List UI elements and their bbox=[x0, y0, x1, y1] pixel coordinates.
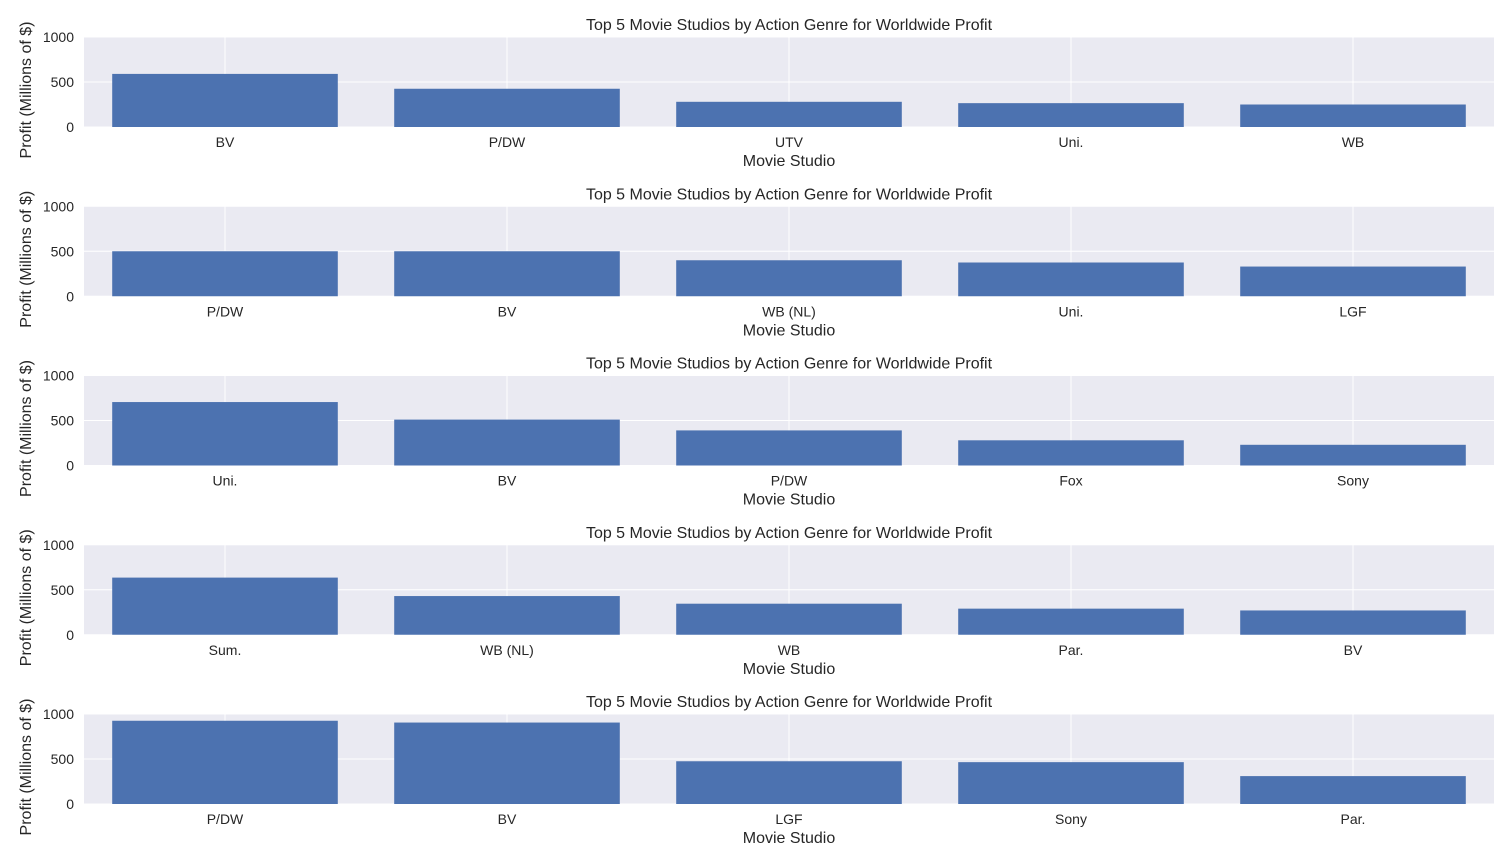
y-axis-label: Profit (Millions of $) bbox=[18, 22, 35, 159]
y-axis-label: Profit (Millions of $) bbox=[18, 699, 35, 836]
x-axis-label: Movie Studio bbox=[743, 153, 836, 170]
y-tick-label: 500 bbox=[51, 74, 75, 90]
bar-par bbox=[1240, 776, 1466, 804]
bar-lgf bbox=[1240, 266, 1466, 297]
x-tick-label: Sony bbox=[1337, 473, 1369, 489]
x-tick-label: BV bbox=[498, 473, 517, 489]
bar-par bbox=[958, 608, 1184, 635]
x-axis-label: Movie Studio bbox=[743, 661, 836, 678]
x-tick-label: P/DW bbox=[207, 303, 244, 319]
x-tick-label: BV bbox=[498, 303, 517, 319]
y-tick-label: 500 bbox=[51, 413, 75, 429]
bar-uni bbox=[112, 402, 338, 466]
bar-p-dw bbox=[112, 251, 338, 297]
x-tick-label: WB (NL) bbox=[762, 303, 816, 319]
x-tick-label: UTV bbox=[775, 134, 804, 150]
x-tick-label: Uni. bbox=[213, 473, 238, 489]
x-tick-label: Sony bbox=[1055, 811, 1087, 827]
x-tick-label: P/DW bbox=[771, 473, 808, 489]
y-tick-label: 500 bbox=[51, 751, 75, 767]
y-tick-label: 1000 bbox=[43, 706, 74, 722]
y-tick-label: 0 bbox=[66, 119, 74, 135]
x-tick-label: Uni. bbox=[1059, 134, 1084, 150]
x-tick-label: P/DW bbox=[489, 134, 526, 150]
x-tick-label: BV bbox=[216, 134, 235, 150]
bar-sony bbox=[1240, 444, 1466, 466]
bar-p-dw bbox=[394, 88, 620, 127]
y-tick-label: 1000 bbox=[43, 198, 74, 214]
y-tick-label: 1000 bbox=[43, 368, 74, 384]
x-tick-label: LGF bbox=[1339, 303, 1366, 319]
x-axis-label: Movie Studio bbox=[743, 830, 836, 847]
chart-4: 0 500 1000 Sum. WB (NL) WB Par. BV Top 5 Movie S… bbox=[18, 525, 1494, 678]
x-axis-label: Movie Studio bbox=[743, 492, 836, 509]
chart-2: 0 500 1000 P/DW BV WB (NL) Uni. LGF Top 5 Movie … bbox=[18, 186, 1494, 339]
chart-title: Top 5 Movie Studios by Action Genre for … bbox=[586, 186, 993, 203]
y-tick-label: 0 bbox=[66, 796, 74, 812]
y-tick-label: 1000 bbox=[43, 537, 74, 553]
y-tick-label: 500 bbox=[51, 582, 75, 598]
bar-wb-nl bbox=[394, 596, 620, 635]
y-tick-label: 0 bbox=[66, 288, 74, 304]
chart-3: 0 500 1000 Uni. BV P/DW Fox Sony Top 5 Movie Stu… bbox=[18, 356, 1494, 509]
bar-sony bbox=[958, 762, 1184, 804]
bar-uni bbox=[958, 103, 1184, 127]
x-tick-label: P/DW bbox=[207, 811, 244, 827]
chart-5: 0 500 1000 P/DW BV LGF Sony Par. Top 5 Movie Stu… bbox=[18, 694, 1494, 847]
chart-title: Top 5 Movie Studios by Action Genre for … bbox=[586, 525, 993, 542]
y-tick-label: 1000 bbox=[43, 29, 74, 45]
x-tick-label: WB bbox=[778, 642, 801, 658]
bar-p-dw bbox=[676, 430, 902, 466]
x-tick-label: BV bbox=[1344, 642, 1363, 658]
bar-bv bbox=[112, 73, 338, 127]
bar-bv bbox=[1240, 610, 1466, 635]
y-tick-label: 500 bbox=[51, 243, 75, 259]
x-tick-label: Uni. bbox=[1059, 303, 1084, 319]
y-axis-label: Profit (Millions of $) bbox=[18, 191, 35, 328]
chart-title: Top 5 Movie Studios by Action Genre for … bbox=[586, 356, 993, 373]
y-tick-label: 0 bbox=[66, 627, 74, 643]
chart-1: 0 500 1000 BV P/DW UTV Uni. WB Top 5 Movie Studi… bbox=[18, 17, 1494, 170]
y-axis-label: Profit (Millions of $) bbox=[18, 529, 35, 666]
bar-wb-nl bbox=[676, 260, 902, 297]
bar-wb bbox=[676, 603, 902, 635]
x-tick-label: WB (NL) bbox=[480, 642, 534, 658]
bar-bv bbox=[394, 722, 620, 804]
x-tick-label: Par. bbox=[1059, 642, 1084, 658]
x-tick-label: Par. bbox=[1341, 811, 1366, 827]
x-tick-label: LGF bbox=[775, 811, 802, 827]
bar-utv bbox=[676, 101, 902, 127]
bar-uni bbox=[958, 262, 1184, 297]
x-axis-label: Movie Studio bbox=[743, 322, 836, 339]
bar-wb bbox=[1240, 104, 1466, 127]
bar-lgf bbox=[676, 761, 902, 804]
bar-bv bbox=[394, 419, 620, 466]
x-tick-label: WB bbox=[1342, 134, 1365, 150]
bar-p-dw bbox=[112, 720, 338, 804]
x-tick-label: BV bbox=[498, 811, 517, 827]
bar-sum bbox=[112, 577, 338, 635]
chart-title: Top 5 Movie Studios by Action Genre for … bbox=[586, 17, 993, 34]
chart-title: Top 5 Movie Studios by Action Genre for … bbox=[586, 694, 993, 711]
x-tick-label: Sum. bbox=[209, 642, 242, 658]
y-axis-label: Profit (Millions of $) bbox=[18, 360, 35, 497]
x-tick-label: Fox bbox=[1059, 473, 1082, 489]
y-tick-label: 0 bbox=[66, 458, 74, 474]
bar-bv bbox=[394, 251, 620, 297]
bar-fox bbox=[958, 440, 1184, 466]
